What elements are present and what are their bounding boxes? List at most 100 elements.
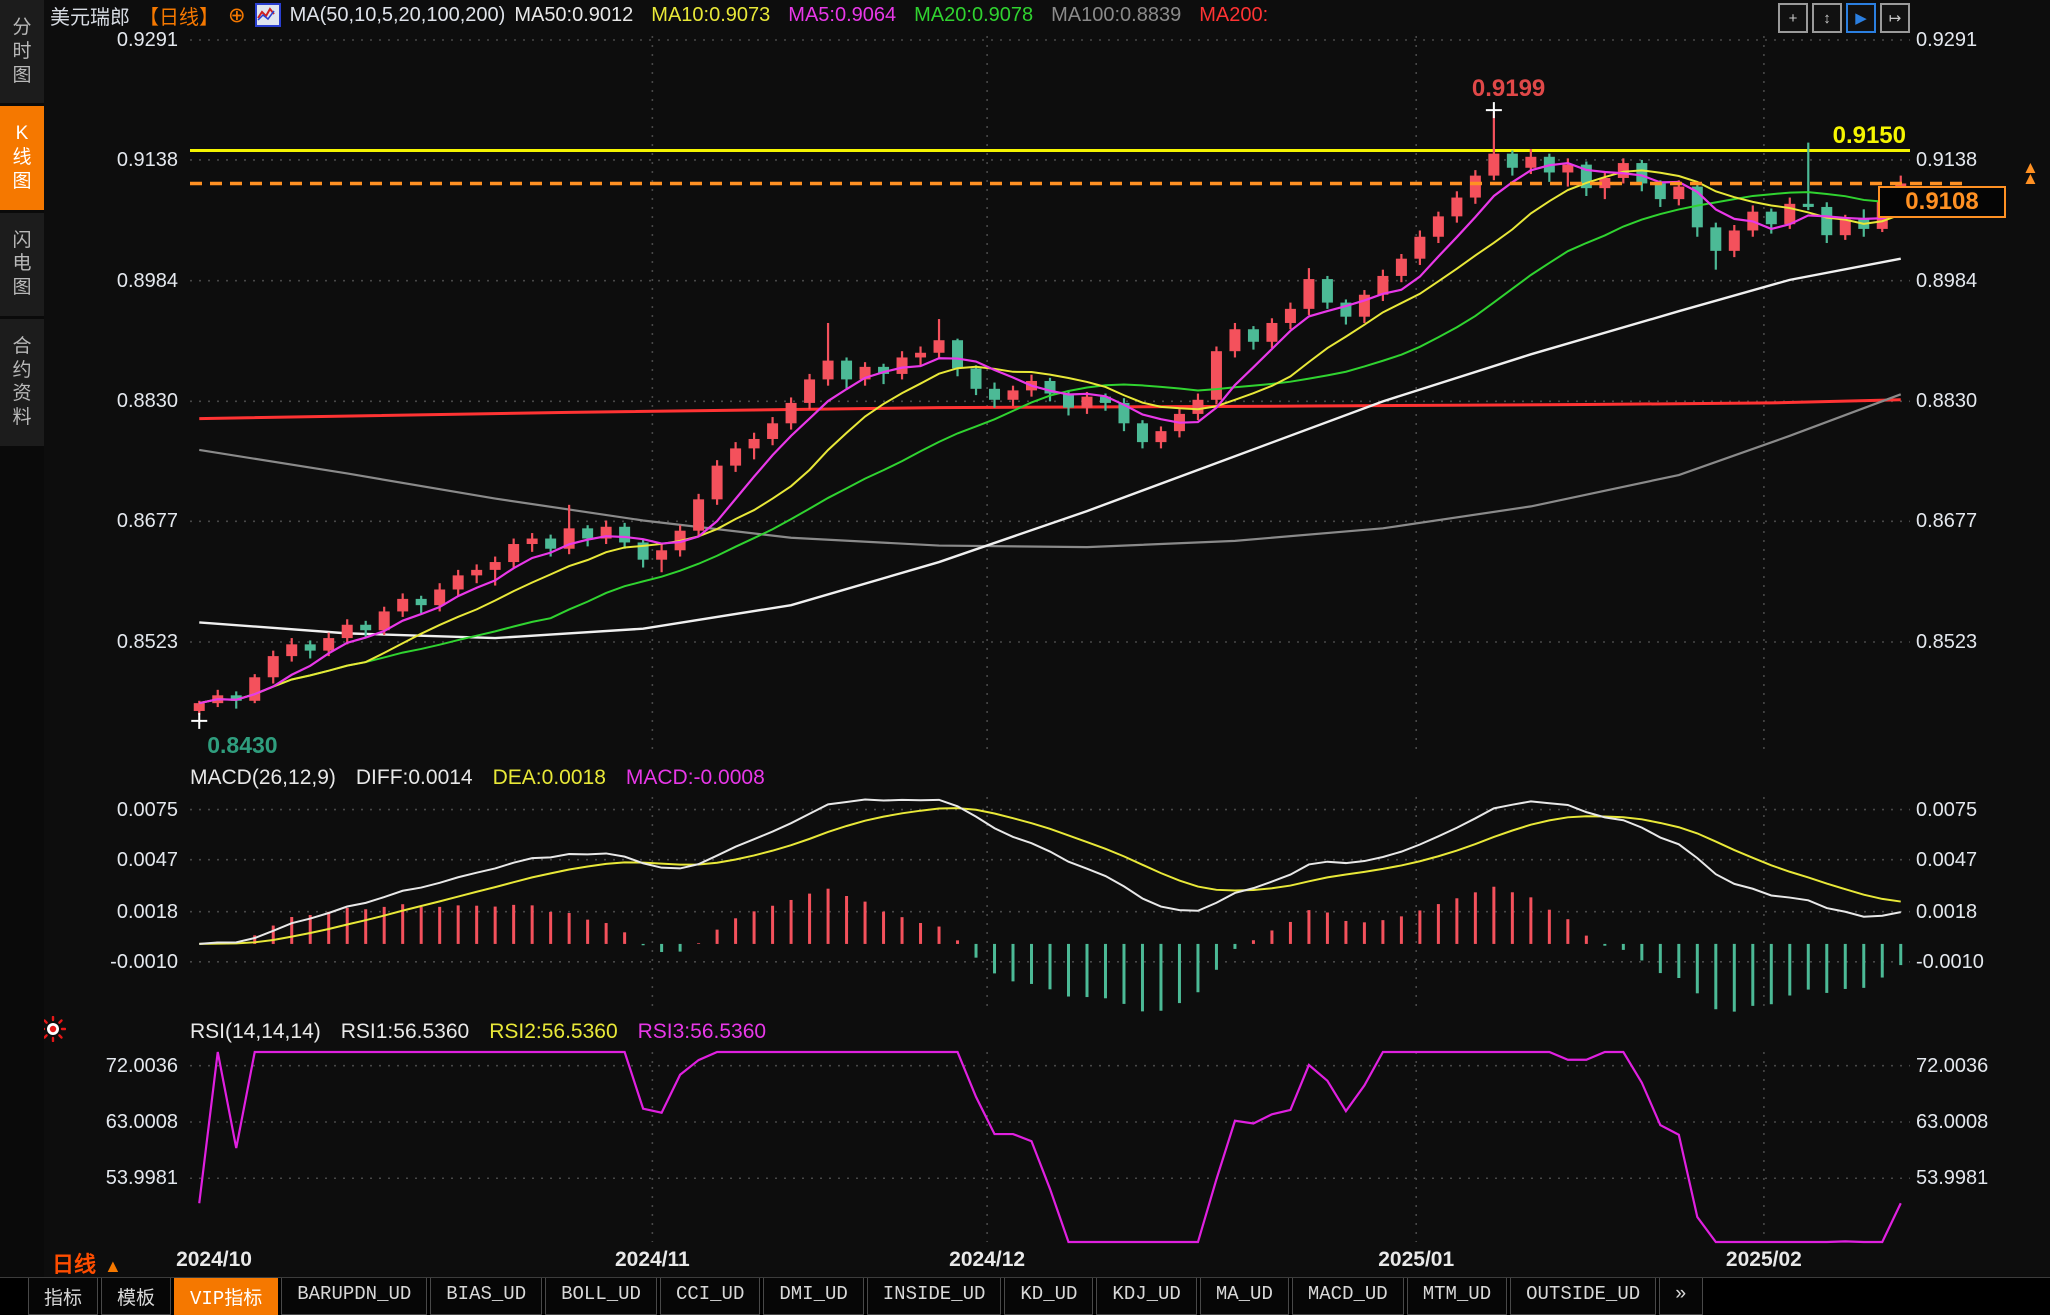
add-overlay-icon[interactable]: ⊕ xyxy=(228,3,246,27)
toolbar-tab-VIP指标[interactable]: VIP指标 xyxy=(174,1278,279,1315)
macd-readout-row: MACD(26,12,9) DIFF:0.0014 DEA:0.0018 MAC… xyxy=(190,766,765,790)
axis-tick: 63.0008 xyxy=(1916,1110,1989,1133)
axis-tick: 0.0075 xyxy=(116,798,178,821)
axis-tick: 0.9138 xyxy=(116,148,178,171)
date-label: 2025/02 xyxy=(1725,1248,1802,1271)
sidebar-tab-合约资料[interactable]: 合 约 资 料 xyxy=(0,318,44,446)
ma50-line xyxy=(199,257,1901,640)
ma20-line xyxy=(199,191,1901,705)
time-axis-row: 日线 ▲ 2024/10 2024/11 2024/12 2025/01 2025/02 xyxy=(0,1245,2050,1277)
axis-tick: 0.8830 xyxy=(116,390,178,413)
axis-tick: -0.0010 xyxy=(1916,950,1984,973)
low-annotation: 0.8430 xyxy=(207,732,277,758)
axis-tick: 0.8984 xyxy=(1916,269,1978,292)
axis-tick: 0.0018 xyxy=(1916,900,1978,923)
toolbar-tab-KDJ_UD[interactable]: KDJ_UD xyxy=(1096,1278,1197,1315)
period-tag: 【日线】 xyxy=(139,6,219,29)
ma10-line xyxy=(199,169,1902,705)
sidebar-tab-分时图[interactable]: 分 时 图 xyxy=(0,0,44,104)
crosshair-icon[interactable]: + xyxy=(1778,3,1808,33)
axis-tick: 0.0047 xyxy=(1916,848,1978,871)
ma-readout: MA100:0.8839 xyxy=(1051,3,1182,26)
header-bar: 美元瑞郎 【日线】 ⊕ MA(50,10,5,20,100,200) MA50:… xyxy=(50,0,2040,30)
toolbar-tab-KD_UD[interactable]: KD_UD xyxy=(1004,1278,1094,1315)
rsi1-value: RSI1:56.5360 xyxy=(340,1020,470,1043)
ma200-line xyxy=(199,398,1901,421)
toolbar-tab-DMI_UD[interactable]: DMI_UD xyxy=(763,1278,864,1315)
axis-tick: 0.9138 xyxy=(1916,148,1978,171)
indicator-toolbar: 指标 模板 VIP指标 BARUPDN_UD BIAS_UD BOLL_UD CCI_UD D… xyxy=(0,1277,2050,1315)
high-annotation: 0.9199 xyxy=(1472,75,1545,102)
ma5-line xyxy=(199,161,1902,705)
rsi-readout-row: RSI(14,14,14) RSI1:56.5360 RSI2:56.5360 … xyxy=(190,1020,766,1044)
date-label: 2024/10 xyxy=(176,1248,252,1271)
rsi2-value: RSI2:56.5360 xyxy=(489,1020,618,1043)
toolbar-tab-INSIDE_UD[interactable]: INSIDE_UD xyxy=(866,1278,1002,1315)
axis-tick: 0.8523 xyxy=(116,631,178,653)
chart-play-icon[interactable]: ▶ xyxy=(1846,3,1876,33)
axis-tick: 0.8523 xyxy=(1916,631,1978,653)
axis-scale-icon[interactable]: ↕ xyxy=(1812,3,1842,33)
ma-readout: MA5:0.9064 xyxy=(788,3,897,26)
macd-dea-line xyxy=(199,807,1901,945)
axis-tick: 0.0018 xyxy=(116,900,178,923)
macd-value: MACD:-0.0008 xyxy=(625,766,765,789)
axis-tick: 63.0008 xyxy=(105,1110,178,1133)
toolbar-tab-»[interactable]: » xyxy=(1659,1278,1703,1315)
ma-readout: MA50:0.9012 xyxy=(514,3,634,26)
sidebar-tab-K线图[interactable]: K 线 图 xyxy=(0,106,44,210)
axis-tick: 0.9291 xyxy=(1916,29,1978,51)
shift-right-icon[interactable]: ↦ xyxy=(1880,3,1910,33)
current-price-box: 0.9108 xyxy=(1878,186,2006,218)
period-label: 日线 xyxy=(52,1252,97,1277)
ma-readouts: MA50:0.9012 MA10:0.9073 MA5:0.9064 MA20:0.9… xyxy=(514,4,1268,27)
macd-dea-value: DEA:0.0018 xyxy=(492,766,606,789)
toolbar-tab-MTM_UD[interactable]: MTM_UD xyxy=(1406,1278,1508,1315)
axis-tick: 72.0036 xyxy=(1916,1054,1989,1077)
rsi-title: RSI(14,14,14) xyxy=(190,1020,321,1043)
ma-readout: MA10:0.9073 xyxy=(651,3,771,26)
ma100-line xyxy=(199,393,1902,549)
period-dropdown-icon: ▲ xyxy=(104,1256,122,1276)
date-label: 2025/01 xyxy=(1378,1248,1455,1271)
price-up-arrow-icon: ▲ ▲ xyxy=(2022,158,2039,188)
date-label: 2024/11 xyxy=(614,1248,690,1271)
toolbar-tab-BARUPDN_UD[interactable]: BARUPDN_UD xyxy=(281,1278,428,1315)
macd-diff-value: DIFF:0.0014 xyxy=(355,766,473,789)
toolbar-tab-BOLL_UD[interactable]: BOLL_UD xyxy=(545,1278,657,1315)
axis-tick: 0.8830 xyxy=(1916,390,1978,413)
axis-tick: 0.8984 xyxy=(116,269,178,292)
rsi3-value: RSI3:56.5360 xyxy=(637,1020,767,1043)
axis-tick: 53.9981 xyxy=(1916,1167,1989,1190)
axis-tick: 72.0036 xyxy=(105,1054,178,1077)
axis-tick: 0.0047 xyxy=(116,848,178,871)
macd-diff-line xyxy=(199,798,1901,945)
ma-readout: MA200: xyxy=(1199,3,1269,26)
ma-settings-label: MA(50,10,5,20,100,200) xyxy=(289,3,506,26)
axis-tick: 0.8677 xyxy=(1916,510,1978,533)
period-selector[interactable]: 日线 ▲ xyxy=(52,1247,122,1279)
ma-readout: MA20:0.9078 xyxy=(914,3,1034,26)
sidebar-tab-闪电图[interactable]: 闪 电 图 xyxy=(0,212,44,316)
toolbar-tab-CCI_UD[interactable]: CCI_UD xyxy=(659,1278,761,1315)
symbol-title: 美元瑞郎 xyxy=(50,6,130,29)
resistance-level-label: 0.9150 xyxy=(1832,122,1906,149)
toolbar-tab-指标[interactable]: 指标 xyxy=(28,1278,99,1315)
axis-tick: 0.0075 xyxy=(1916,798,1978,821)
macd-histogram xyxy=(216,886,1903,1012)
toolbar-tab-MACD_UD[interactable]: MACD_UD xyxy=(1291,1278,1404,1315)
chart-tool-buttons: + ↕ ▶ ↦ xyxy=(1778,3,1910,33)
toolbar-tab-OUTSIDE_UD[interactable]: OUTSIDE_UD xyxy=(1510,1278,1657,1315)
rsi-line xyxy=(198,1050,1902,1244)
mini-chart-icon xyxy=(254,3,281,27)
axis-tick: 0.8677 xyxy=(116,510,178,533)
toolbar-tab-MA_UD[interactable]: MA_UD xyxy=(1199,1278,1289,1315)
toolbar-tab-模板[interactable]: 模板 xyxy=(101,1278,172,1315)
date-label: 2024/12 xyxy=(949,1248,1026,1271)
toolbar-tab-BIAS_UD[interactable]: BIAS_UD xyxy=(430,1278,543,1315)
axis-tick: -0.0010 xyxy=(110,950,178,973)
macd-title: MACD(26,12,9) xyxy=(190,766,336,789)
